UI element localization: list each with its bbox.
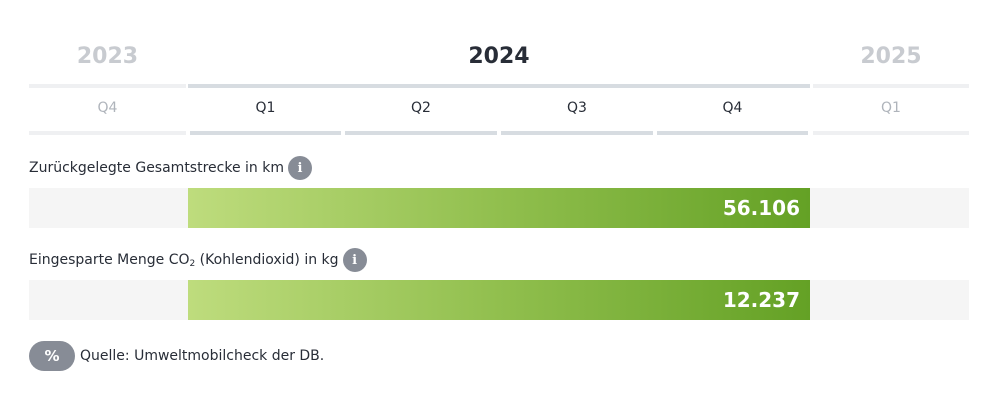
co2-metric-label: Eingesparte Menge CO2 (Kohlendioxid) in … bbox=[29, 248, 367, 272]
distance-label-text: Zurückgelegte Gesamtstrecke in km bbox=[29, 160, 284, 176]
quarter-tab-2025-q1[interactable]: Q1 bbox=[881, 100, 901, 116]
info-icon[interactable]: i bbox=[342, 248, 367, 272]
quarter-underline bbox=[657, 131, 808, 135]
quarter-tab-2024-q2[interactable]: Q2 bbox=[411, 100, 431, 116]
source-text: Quelle: Umweltmobilcheck der DB. bbox=[80, 348, 325, 364]
quarter-tab-2024-q3[interactable]: Q3 bbox=[567, 100, 587, 116]
source-note: % Quelle: Umweltmobilcheck der DB. bbox=[29, 341, 324, 371]
distance-metric-label: Zurückgelegte Gesamtstrecke in km i bbox=[29, 156, 312, 180]
percent-icon[interactable]: % bbox=[29, 341, 75, 371]
co2-label-prefix: Eingesparte Menge CO bbox=[29, 251, 190, 268]
quarter-tab-2023-q4[interactable]: Q4 bbox=[97, 100, 118, 116]
quarter-tab-2024-q1[interactable]: Q1 bbox=[255, 100, 276, 116]
quarter-underline bbox=[190, 131, 341, 135]
quarter-underline bbox=[29, 131, 186, 135]
year-2023-underline bbox=[29, 84, 186, 88]
quarter-underline bbox=[813, 131, 969, 135]
quarter-underline bbox=[501, 131, 653, 135]
quarter-tab-2024-q4[interactable]: Q4 bbox=[722, 100, 743, 116]
year-2023[interactable]: 2023 bbox=[76, 44, 139, 69]
year-2025-underline bbox=[813, 84, 969, 88]
year-2025[interactable]: 2025 bbox=[860, 44, 922, 69]
co2-bar: 12.237 bbox=[188, 280, 810, 320]
co2-label-suffix: (Kohlendioxid) in kg bbox=[195, 251, 339, 268]
co2-label-subscript: 2 bbox=[189, 258, 196, 269]
year-2024[interactable]: 2024 bbox=[468, 44, 530, 69]
co2-label-text: Eingesparte Menge CO2 (Kohlendioxid) in … bbox=[29, 252, 339, 269]
info-icon[interactable]: i bbox=[287, 156, 312, 180]
year-2024-underline bbox=[188, 84, 810, 88]
co2-value: 12.237 bbox=[722, 288, 800, 312]
quarter-underline bbox=[345, 131, 497, 135]
distance-bar: 56.106 bbox=[188, 188, 810, 228]
distance-value: 56.106 bbox=[722, 196, 800, 220]
